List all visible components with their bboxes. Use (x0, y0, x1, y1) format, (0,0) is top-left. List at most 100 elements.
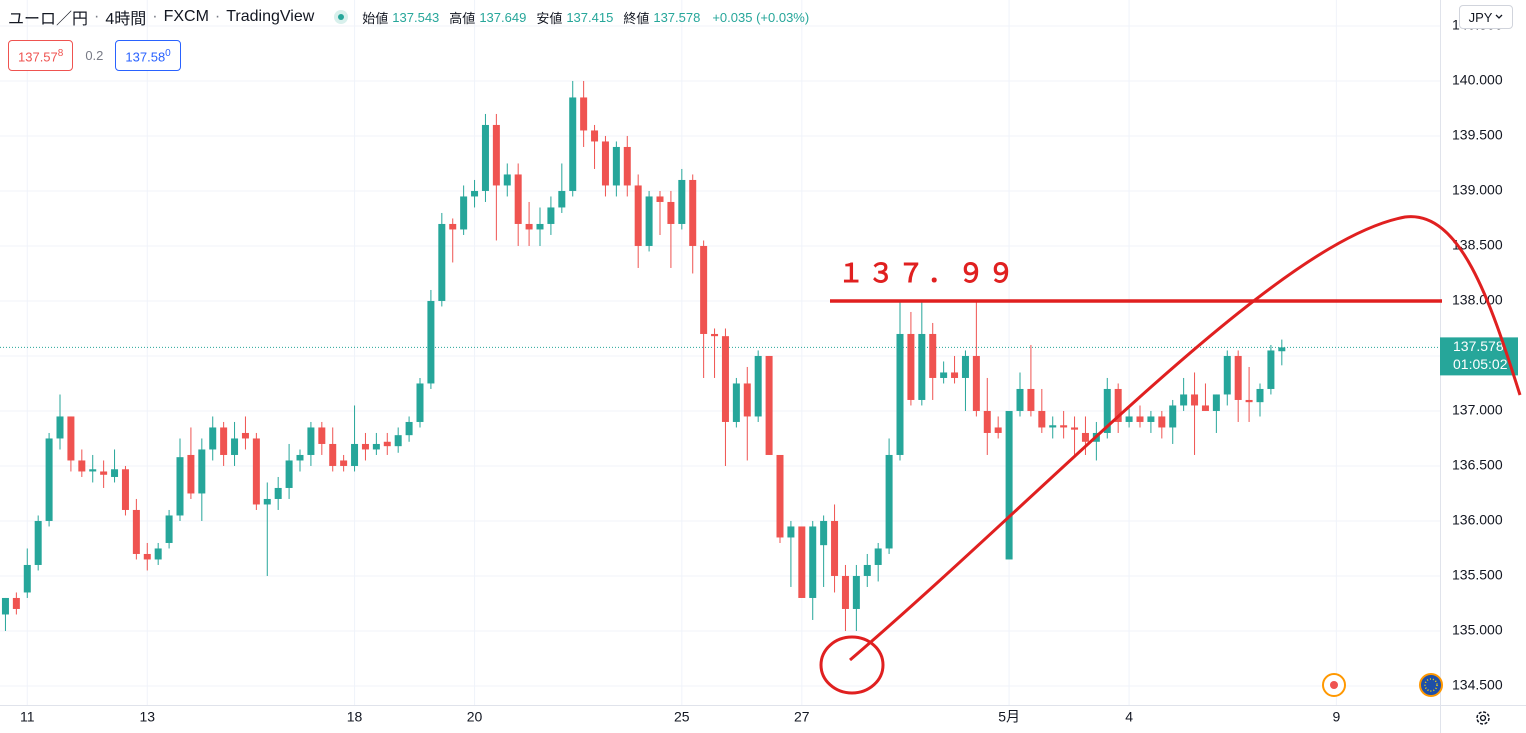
candle-body (1278, 347, 1286, 352)
price-tag-bg (1440, 337, 1518, 376)
candle-body (700, 245, 708, 334)
candle-body (1114, 388, 1122, 422)
candle-body (78, 460, 86, 472)
candle-body (209, 427, 217, 450)
ohlc-value: 137.649 (479, 9, 527, 25)
candle-body (143, 553, 151, 560)
candle-body (220, 427, 228, 455)
separator: · (214, 8, 221, 25)
candle-body (569, 97, 577, 191)
candle-body (525, 223, 533, 230)
candle-body (732, 383, 740, 422)
y-tick-label: 135.500 (1452, 567, 1503, 583)
symbol[interactable]: ユーロ／円 (8, 11, 89, 28)
candle-body (896, 333, 904, 455)
candle-body (23, 564, 31, 593)
candle-body (994, 427, 1002, 433)
separator: · (94, 8, 100, 25)
ohlc-label: 安値 (536, 10, 563, 26)
candle-body (1027, 388, 1035, 411)
candle-body (1005, 410, 1013, 560)
chevron (1495, 14, 1503, 19)
event-icon[interactable] (1419, 673, 1443, 697)
candle-body (56, 416, 64, 439)
ohlc-values: 始値 137.543 高値 137.649 安値 137.415 終値 137.578 (362, 8, 706, 27)
drawings: １３７．９９ (819, 215, 1522, 695)
drawn-curve (849, 215, 1522, 662)
x-tick-label: 11 (20, 709, 35, 725)
ohlc-value: 137.415 (566, 9, 614, 25)
candle-body (481, 124, 489, 191)
candle-body (45, 438, 53, 521)
candle-body (503, 174, 511, 186)
candle-body (1245, 399, 1253, 403)
candle-body (765, 355, 773, 455)
candle-body (438, 223, 446, 301)
market-status[interactable] (334, 10, 349, 24)
candle-body (874, 548, 882, 565)
candle-body (176, 457, 184, 516)
y-tick-label: 134.500 (1452, 677, 1503, 693)
y-tick-label: 135.000 (1452, 622, 1503, 638)
candle-body (372, 443, 380, 450)
source: FXCM (163, 8, 209, 25)
candle-body (198, 449, 206, 494)
candle-body (951, 372, 959, 378)
buy-pip: 0 (165, 48, 171, 59)
candle-body (296, 454, 304, 461)
gear-center (1479, 714, 1487, 722)
candle-body (67, 416, 75, 461)
candle-body (667, 201, 675, 224)
candle-body (241, 432, 249, 439)
candle-body (547, 207, 555, 224)
drawn-circle (819, 635, 885, 695)
candle-body (1103, 388, 1111, 433)
candles (1, 80, 1286, 631)
candle-body (318, 427, 326, 444)
candle-body (1049, 425, 1057, 428)
candle-body (1234, 355, 1242, 400)
platform: TradingView (226, 8, 315, 25)
candle-body (121, 469, 129, 510)
eu-stars (1424, 678, 1438, 692)
candle-body (798, 526, 806, 598)
candle-body (427, 300, 435, 384)
interval[interactable]: 4時間 (105, 11, 147, 28)
candle-body (711, 333, 719, 337)
candle-body (983, 410, 991, 433)
candle-body (831, 520, 839, 576)
x-tick-label: 18 (347, 709, 363, 725)
y-tick-label: 139.000 (1452, 182, 1503, 198)
candle-body (809, 526, 817, 598)
currency-button[interactable]: JPY (1459, 5, 1513, 29)
buy-button[interactable]: 137.580 (115, 40, 181, 72)
candle-body (601, 141, 609, 186)
sell-button[interactable]: 137.578 (8, 40, 74, 72)
candle-body (111, 469, 119, 477)
candle-body (1223, 355, 1231, 395)
candle-body (1071, 427, 1079, 430)
settings-icon[interactable] (1476, 711, 1490, 725)
x-tick-label: 20 (467, 709, 483, 725)
candle-body (656, 196, 664, 202)
candle-body (852, 575, 860, 609)
candle-body (580, 97, 588, 131)
candle-body (918, 333, 926, 400)
candle-body (1158, 416, 1166, 428)
candle-body (132, 509, 140, 554)
candle-body (558, 190, 566, 208)
candle-body (231, 438, 239, 455)
price-tag-countdown: 01:05:02 (1453, 356, 1508, 372)
candle-body (743, 383, 751, 417)
candle-body (514, 174, 522, 224)
ohlc-label: 高値 (449, 10, 476, 26)
x-tick-label: 27 (794, 709, 810, 725)
candle-body (1169, 405, 1177, 428)
candle-body (929, 333, 937, 378)
candle-body (1038, 410, 1046, 428)
y-tick-label: 138.000 (1452, 292, 1503, 308)
change: +0.035 (+0.03%) (712, 9, 810, 25)
